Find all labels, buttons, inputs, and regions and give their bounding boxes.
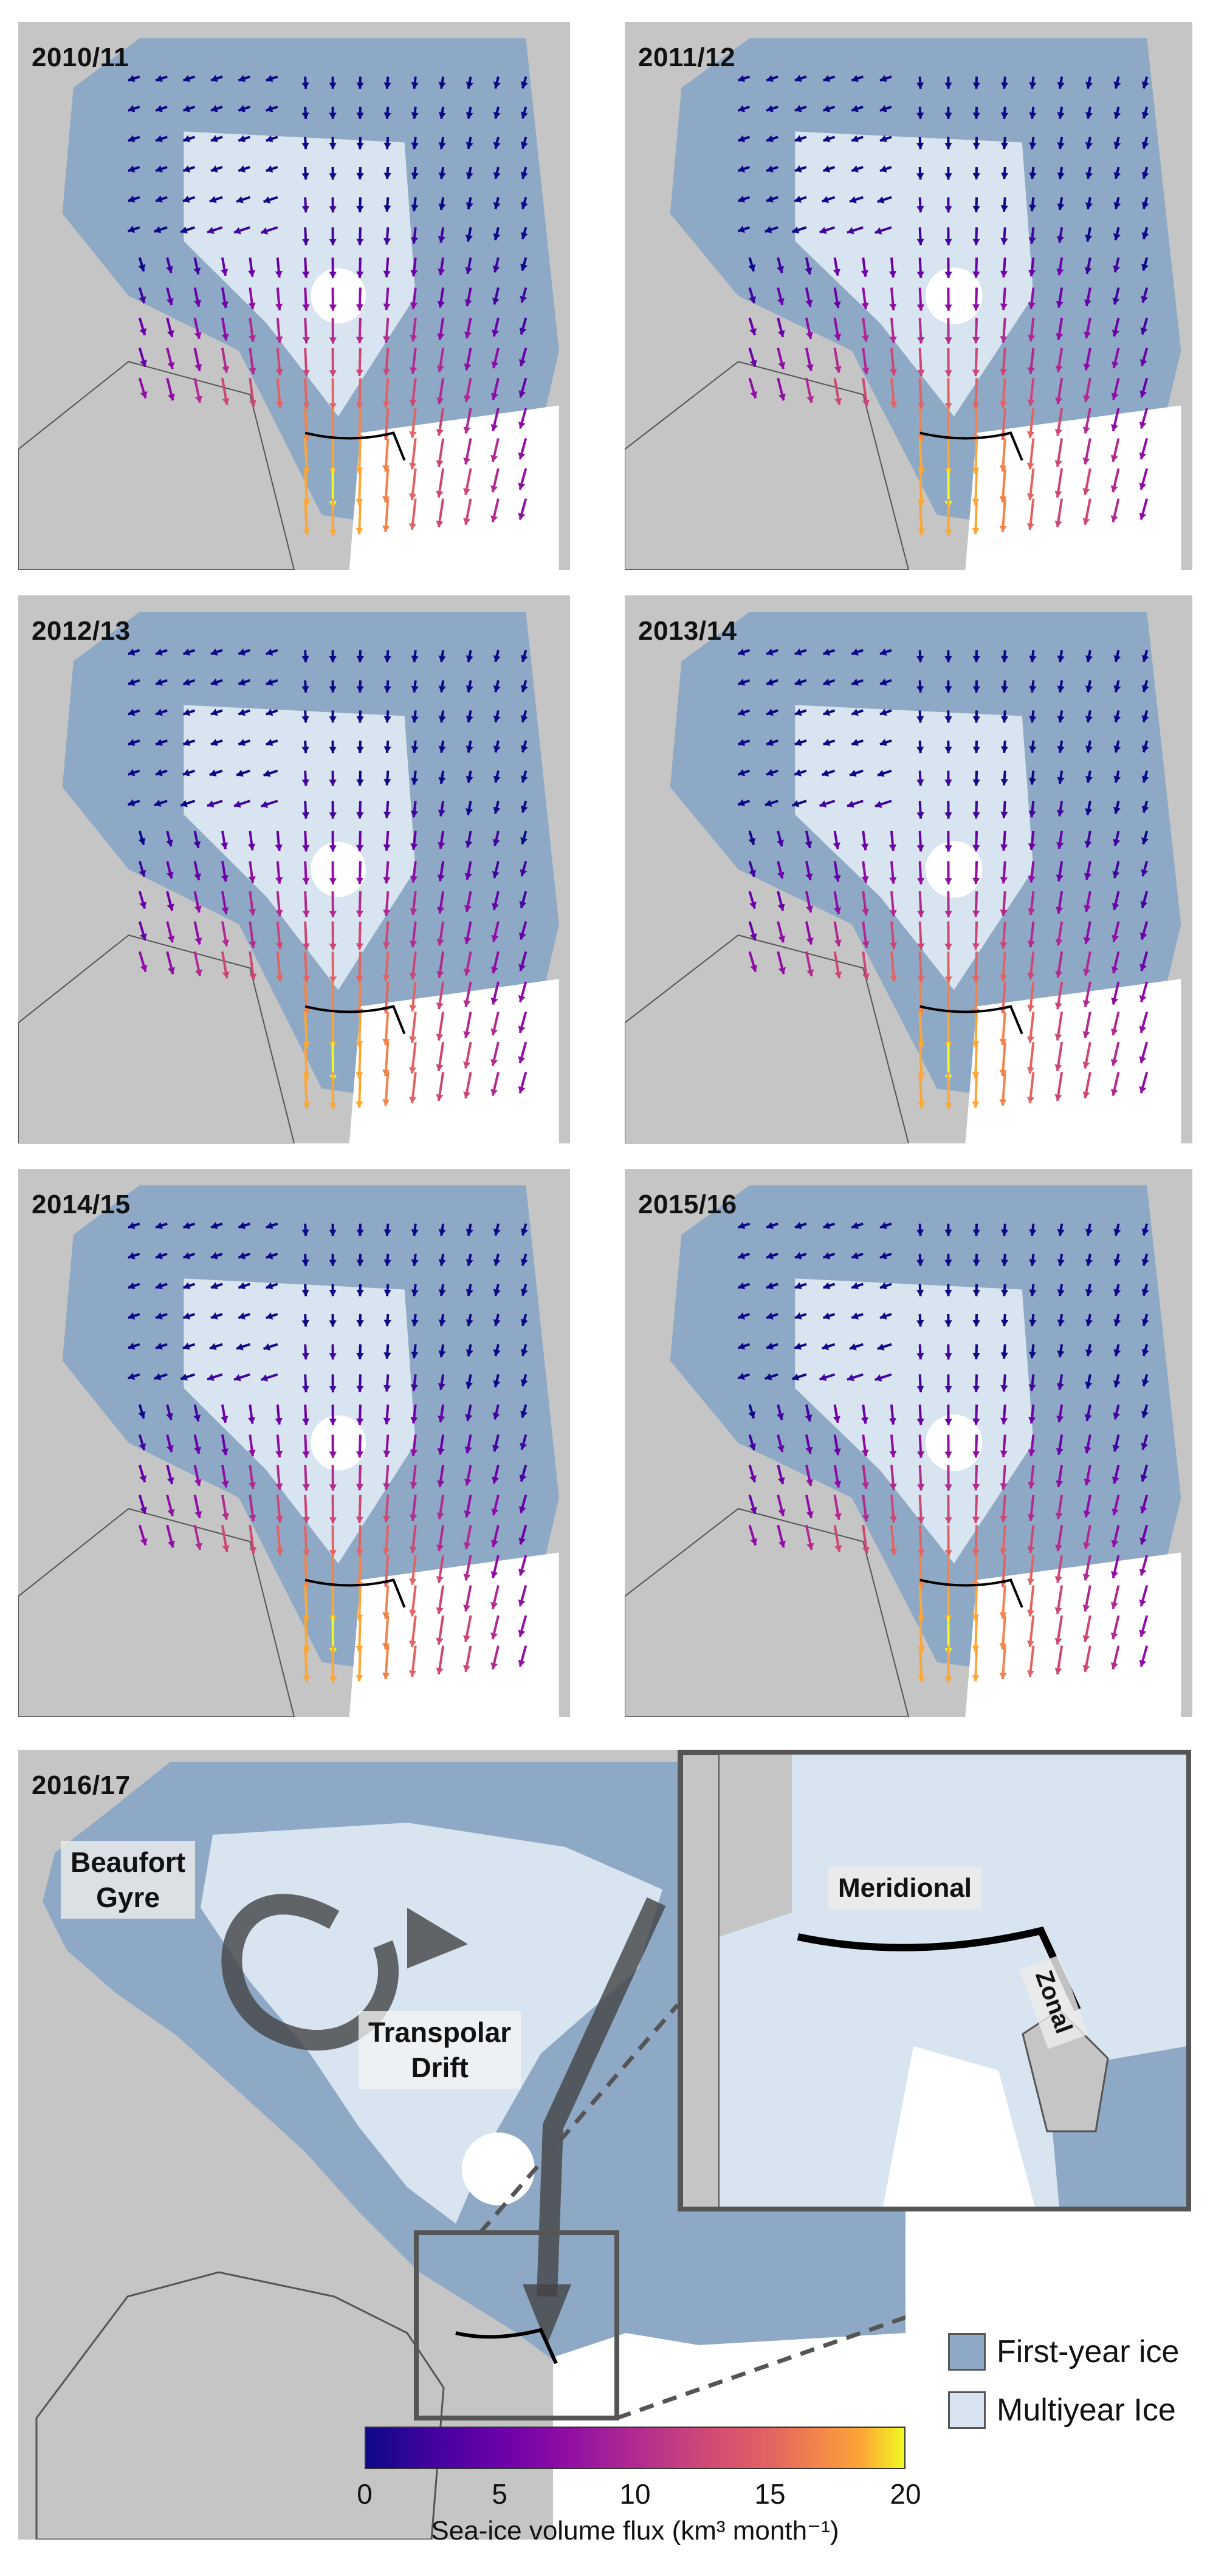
map-panel-2011-12: 2011/12 (625, 22, 1192, 570)
colorbar-title: Sea-ice volume flux (km³ month⁻¹) (431, 2516, 839, 2546)
multiyear-swatch (948, 2391, 986, 2429)
panel-year-label: 2016/17 (32, 1770, 131, 1800)
inset-map-graphic (682, 1755, 1186, 2207)
colorbar-tick: 0 (357, 2478, 373, 2510)
panel-year-label: 2013/14 (638, 616, 737, 646)
panel-year-label: 2015/16 (638, 1190, 737, 1219)
inset-zoom-panel: Meridional Zonal (678, 1750, 1191, 2211)
map-panel-2014-15: 2014/15 (18, 1169, 570, 1717)
panel-year-label: 2014/15 (32, 1190, 131, 1219)
map-graphic (625, 612, 1181, 1143)
colorbar-tick: 20 (890, 2478, 921, 2510)
map-panel-2010-11: 2010/11 (18, 22, 570, 570)
beaufort-gyre-label: Beaufort Gyre (61, 1841, 196, 1919)
transpolar-drift-label: Transpolar Drift (359, 2011, 521, 2089)
meridional-label: Meridional (828, 1867, 982, 1910)
map-graphic (18, 38, 559, 570)
map-graphic (18, 1185, 559, 1717)
map-panel-2013-14: 2013/14 (625, 595, 1192, 1143)
panel-year-label: 2011/12 (638, 43, 736, 72)
colorbar-tick: 15 (754, 2478, 786, 2510)
first-year-label: First-year ice (997, 2334, 1180, 2369)
legend-first-year: First-year ice (948, 2333, 1179, 2371)
map-graphic (18, 612, 559, 1143)
multiyear-label: Multiyear Ice (997, 2393, 1176, 2428)
map-graphic (625, 38, 1181, 570)
panel-year-label: 2010/11 (32, 43, 129, 72)
colorbar-tick: 10 (619, 2478, 651, 2510)
map-graphic (625, 1185, 1181, 1717)
map-panel-2012-13: 2012/13 (18, 595, 570, 1143)
map-panel-2016-17: 2016/17 Beaufort Gyre Transpolar Drift (18, 1750, 905, 2540)
legend-multiyear: Multiyear Ice (948, 2391, 1176, 2429)
map-panel-2015-16: 2015/16 (625, 1169, 1192, 1717)
colorbar (365, 2427, 905, 2469)
panel-year-label: 2012/13 (32, 616, 131, 646)
colorbar-tick: 5 (492, 2478, 507, 2510)
first-year-swatch (948, 2333, 986, 2371)
